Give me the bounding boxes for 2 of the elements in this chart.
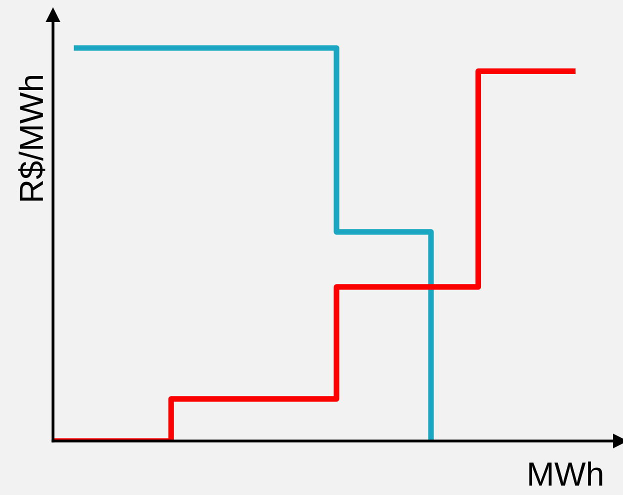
y-axis-title: R$/MWh xyxy=(18,76,46,201)
x-axis-title: MWh xyxy=(529,461,602,486)
